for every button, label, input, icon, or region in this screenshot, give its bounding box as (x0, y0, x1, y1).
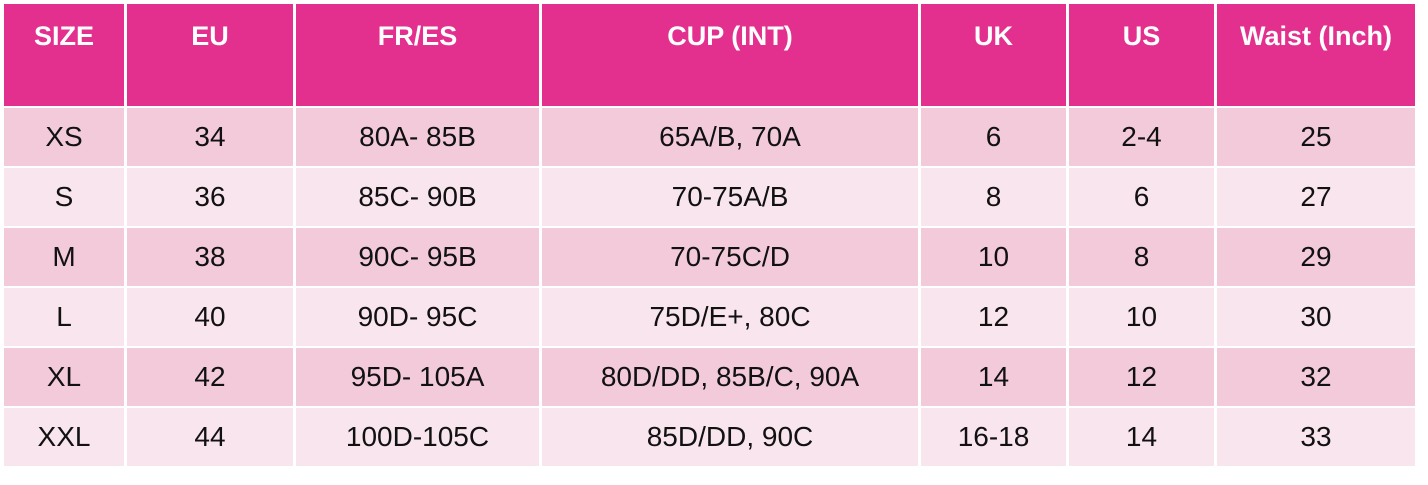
table-cell: 12 (921, 288, 1066, 346)
table-cell: 14 (921, 348, 1066, 406)
table-row: XXL 44 100D-105C 85D/DD, 90C 16-18 14 33 (4, 408, 1415, 466)
size-table: SIZE EU FR/ES CUP (INT) UK US Waist (Inch) XS 3… (1, 2, 1418, 468)
table-cell: 33 (1217, 408, 1415, 466)
table-cell: 27 (1217, 168, 1415, 226)
table-cell: 80A- 85B (296, 108, 539, 166)
table-cell: 80D/DD, 85B/C, 90A (542, 348, 918, 406)
table-cell: 90C- 95B (296, 228, 539, 286)
table-cell: 8 (921, 168, 1066, 226)
table-cell: 42 (127, 348, 293, 406)
table-row: S 36 85C- 90B 70-75A/B 8 6 27 (4, 168, 1415, 226)
table-cell: 29 (1217, 228, 1415, 286)
table-cell: 16-18 (921, 408, 1066, 466)
header-cell: US (1069, 4, 1214, 106)
header-cell: UK (921, 4, 1066, 106)
table-cell: M (4, 228, 124, 286)
table-cell: 10 (921, 228, 1066, 286)
header-cell: FR/ES (296, 4, 539, 106)
table-cell: 70-75A/B (542, 168, 918, 226)
table-cell: 12 (1069, 348, 1214, 406)
table-cell: 40 (127, 288, 293, 346)
header-cell: CUP (INT) (542, 4, 918, 106)
table-cell: 100D-105C (296, 408, 539, 466)
table-cell: 32 (1217, 348, 1415, 406)
table-cell: 75D/E+, 80C (542, 288, 918, 346)
table-cell: 65A/B, 70A (542, 108, 918, 166)
table-cell: 10 (1069, 288, 1214, 346)
table-cell: 95D- 105A (296, 348, 539, 406)
table-cell: S (4, 168, 124, 226)
table-row: M 38 90C- 95B 70-75C/D 10 8 29 (4, 228, 1415, 286)
table-row: XL 42 95D- 105A 80D/DD, 85B/C, 90A 14 12 32 (4, 348, 1415, 406)
table-cell: XXL (4, 408, 124, 466)
table-cell: XL (4, 348, 124, 406)
table-cell: 30 (1217, 288, 1415, 346)
table-cell: 70-75C/D (542, 228, 918, 286)
table-cell: 36 (127, 168, 293, 226)
table-body: XS 34 80A- 85B 65A/B, 70A 6 2-4 25 S 36 85C- 90B 7… (4, 108, 1415, 466)
size-chart: SIZE EU FR/ES CUP (INT) UK US Waist (Inch) XS 3… (4, 4, 1415, 466)
table-row: L 40 90D- 95C 75D/E+, 80C 12 10 30 (4, 288, 1415, 346)
table-row: XS 34 80A- 85B 65A/B, 70A 6 2-4 25 (4, 108, 1415, 166)
table-cell: 6 (921, 108, 1066, 166)
table-cell: 34 (127, 108, 293, 166)
table-cell: 90D- 95C (296, 288, 539, 346)
table-cell: L (4, 288, 124, 346)
header-cell: Waist (Inch) (1217, 4, 1415, 106)
header-row: SIZE EU FR/ES CUP (INT) UK US Waist (Inch) (4, 4, 1415, 106)
table-cell: 85D/DD, 90C (542, 408, 918, 466)
table-cell: 25 (1217, 108, 1415, 166)
header-cell: SIZE (4, 4, 124, 106)
header-cell: EU (127, 4, 293, 106)
table-cell: 85C- 90B (296, 168, 539, 226)
table-cell: 14 (1069, 408, 1214, 466)
table-cell: 44 (127, 408, 293, 466)
table-cell: 2-4 (1069, 108, 1214, 166)
table-cell: 38 (127, 228, 293, 286)
table-cell: 8 (1069, 228, 1214, 286)
table-cell: 6 (1069, 168, 1214, 226)
table-cell: XS (4, 108, 124, 166)
